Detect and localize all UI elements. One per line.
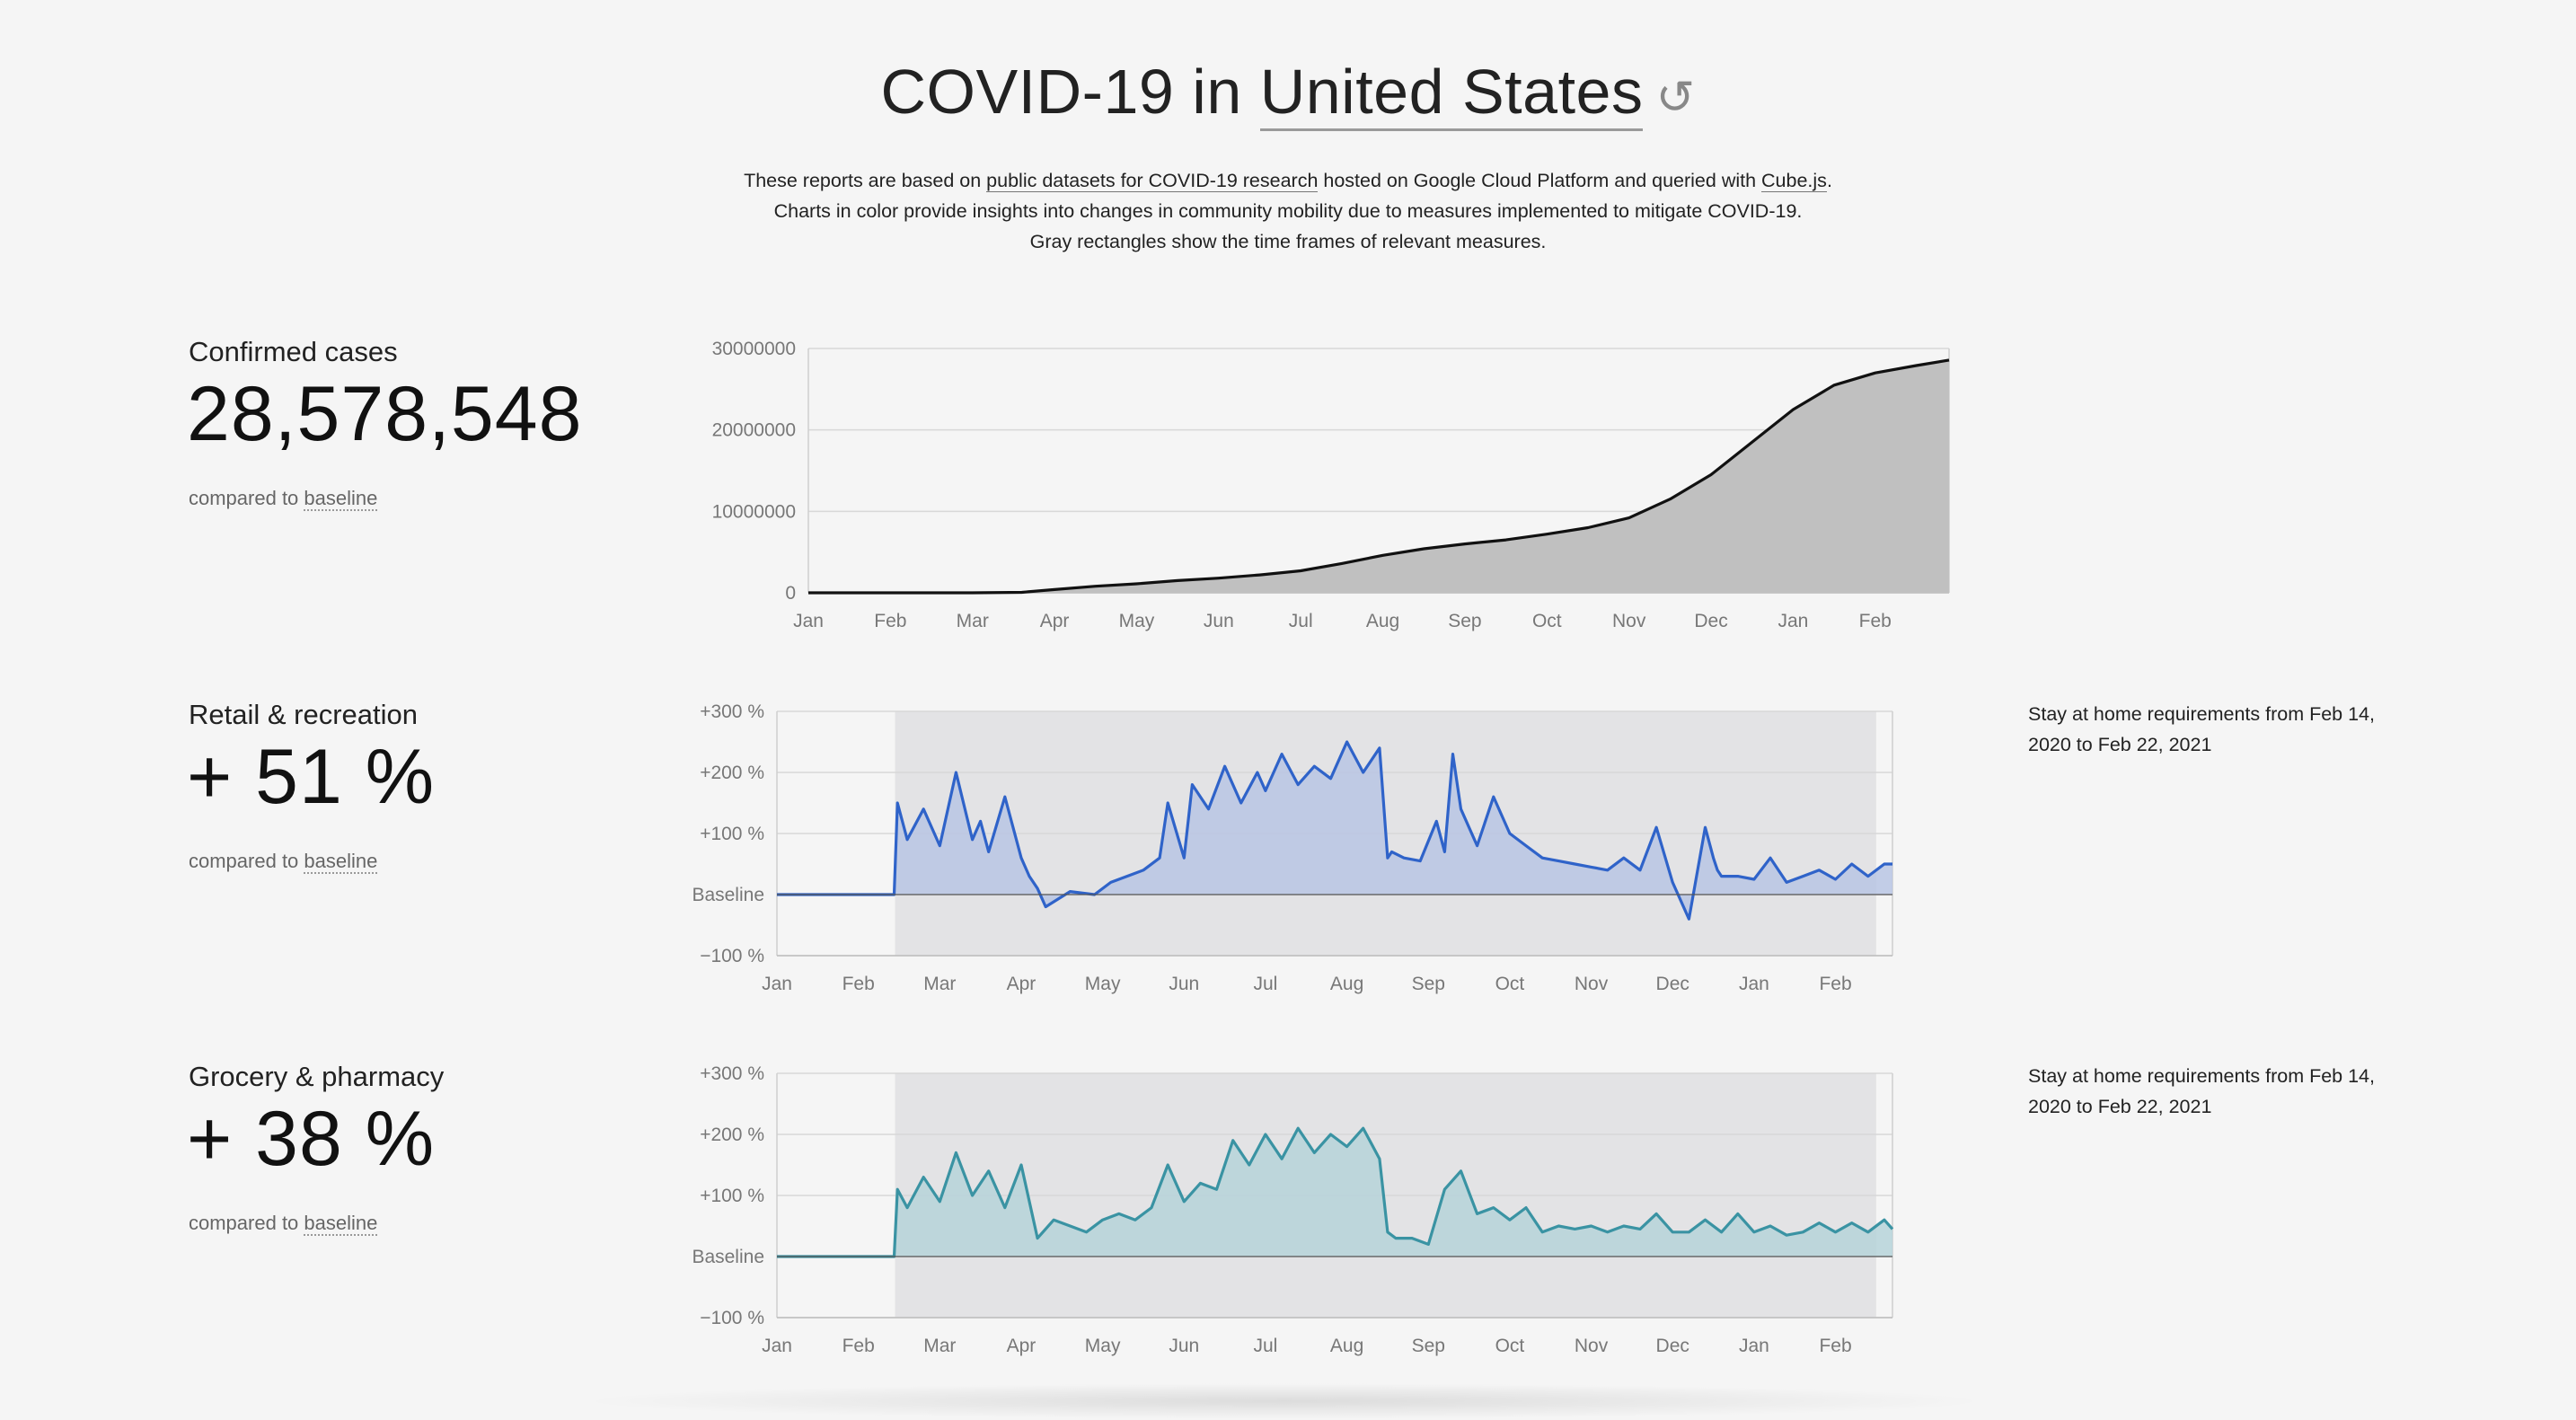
series-area: [777, 742, 1892, 920]
retail-recreation-chart: +300 % +200 % +100 % Baseline −100 % Jan Feb Ma…: [692, 701, 1893, 994]
x-tick-label: Apr: [1007, 1336, 1037, 1356]
x-tick-label: Dec: [1656, 1336, 1689, 1356]
x-tick-label: Dec: [1656, 974, 1689, 994]
x-tick-label: Jan: [793, 611, 824, 631]
x-tick-label: Feb: [842, 974, 875, 994]
grocery-pharmacy-chart: +300 % +200 % +100 % Baseline −100 % Jan Feb Ma…: [692, 1063, 1894, 1356]
intro-line-3: Gray rectangles show the time frames of …: [1029, 231, 1547, 252]
confirmed-cases-chart: 30000000 20000000 10000000 0 Jan Feb Mar Apr May…: [712, 339, 1950, 631]
x-tick-label: Jul: [1289, 611, 1313, 631]
y-tick-label: +300 %: [700, 1063, 764, 1084]
x-tick-label: Jan: [1739, 974, 1769, 994]
x-tick-label: Nov: [1575, 974, 1609, 994]
country-selector[interactable]: United States: [1259, 57, 1644, 131]
grocery-pharmacy-section: Grocery & pharmacy + 38 % compared to ba…: [0, 1061, 2576, 1420]
y-tick-label: 30000000: [712, 339, 796, 359]
metric-note: compared to baseline: [189, 850, 378, 874]
metric-value: + 51 %: [187, 734, 436, 820]
y-tick-label: +200 %: [700, 1125, 764, 1145]
x-tick-label: Oct: [1495, 974, 1525, 994]
series-line: [777, 1126, 1894, 1258]
series-line: [808, 358, 1950, 595]
y-tick-label: Baseline: [692, 1247, 764, 1267]
datasets-link[interactable]: public datasets for COVID-19 research: [986, 170, 1319, 192]
x-tick-label: Feb: [1819, 1336, 1851, 1356]
x-tick-label: Jun: [1169, 1336, 1199, 1356]
metric-label: Retail & recreation: [189, 699, 419, 730]
x-tick-label: Aug: [1330, 974, 1363, 994]
x-tick-label: Oct: [1532, 611, 1562, 631]
x-tick-label: Jul: [1254, 974, 1278, 994]
x-tick-label: Apr: [1007, 974, 1037, 994]
x-tick-label: Mar: [923, 1336, 956, 1356]
retail-recreation-section: Retail & recreation + 51 % compared to b…: [0, 699, 2576, 1058]
x-tick-label: Mar: [957, 611, 989, 631]
x-tick-label: Jun: [1169, 974, 1199, 994]
x-tick-label: Sep: [1412, 974, 1445, 994]
x-tick-label: Feb: [842, 1336, 875, 1356]
y-tick-label: 0: [785, 583, 796, 604]
bottom-shadow: [575, 1383, 1994, 1419]
confirmed-cases-section: Confirmed cases 28,578,548 compared to b…: [0, 336, 2576, 695]
x-tick-label: Jan: [762, 974, 792, 994]
baseline-link[interactable]: baseline: [304, 1212, 378, 1236]
x-tick-label: Dec: [1694, 611, 1727, 631]
x-tick-label: Feb: [1859, 611, 1892, 631]
intro-text-segment: .: [1826, 170, 1832, 191]
x-tick-label: May: [1085, 974, 1121, 994]
x-tick-label: Aug: [1330, 1336, 1363, 1356]
x-tick-label: Nov: [1575, 1336, 1609, 1356]
series-area: [808, 359, 1949, 593]
baseline-link[interactable]: baseline: [304, 487, 378, 511]
measure-note: Stay at home requirements from Feb 14, 2…: [2028, 703, 2375, 755]
x-tick-label: Feb: [874, 611, 906, 631]
metric-note: compared to baseline: [189, 487, 378, 511]
y-tick-label: −100 %: [700, 946, 764, 966]
intro-text-segment: hosted on Google Cloud Platform and quer…: [1318, 170, 1762, 191]
x-tick-label: Mar: [923, 974, 956, 994]
y-tick-label: +300 %: [700, 701, 764, 722]
y-tick-label: +100 %: [700, 824, 764, 844]
cubejs-link[interactable]: Cube.js: [1761, 170, 1827, 192]
x-tick-label: Sep: [1412, 1336, 1445, 1356]
x-tick-label: May: [1119, 611, 1155, 631]
note-prefix: compared to: [189, 487, 304, 509]
x-tick-label: Feb: [1819, 974, 1851, 994]
y-tick-label: Baseline: [692, 885, 764, 905]
series-line: [777, 740, 1892, 921]
reset-icon[interactable]: ↺: [1655, 72, 1696, 124]
metric-label: Grocery & pharmacy: [189, 1061, 445, 1092]
y-tick-label: +100 %: [700, 1186, 764, 1206]
metric-value: 28,578,548: [187, 371, 583, 457]
metric-value: + 38 %: [187, 1096, 436, 1182]
x-tick-label: Sep: [1448, 611, 1481, 631]
x-tick-label: Nov: [1612, 611, 1646, 631]
y-tick-label: 10000000: [712, 501, 796, 522]
measure-note: Stay at home requirements from Feb 14, 2…: [2028, 1065, 2375, 1117]
intro-text-segment: These reports are based on: [744, 170, 987, 191]
series-area: [777, 1128, 1892, 1257]
x-tick-label: Jan: [762, 1336, 792, 1356]
x-tick-label: Aug: [1366, 611, 1399, 631]
y-tick-label: −100 %: [700, 1308, 764, 1328]
x-tick-label: Jun: [1204, 611, 1234, 631]
x-tick-label: Jan: [1778, 611, 1808, 631]
metric-label: Confirmed cases: [189, 336, 398, 367]
intro-line-2: Charts in color provide insights into ch…: [773, 200, 1803, 222]
intro-line-1: These reports are based on public datase…: [0, 165, 2576, 196]
y-tick-label: 20000000: [712, 420, 796, 441]
metric-note: compared to baseline: [189, 1212, 378, 1236]
x-tick-label: May: [1085, 1336, 1121, 1356]
x-tick-label: Jan: [1739, 1336, 1769, 1356]
note-prefix: compared to: [189, 1212, 304, 1234]
title-prefix: COVID-19 in: [880, 57, 1242, 127]
intro-text: These reports are based on public datase…: [0, 165, 2576, 257]
x-tick-label: Oct: [1495, 1336, 1525, 1356]
baseline-link[interactable]: baseline: [304, 850, 378, 874]
x-tick-label: Jul: [1254, 1336, 1278, 1356]
y-tick-label: +200 %: [700, 763, 764, 783]
page-title: COVID-19 in United States ↺: [0, 56, 2576, 131]
x-tick-label: Apr: [1040, 611, 1070, 631]
note-prefix: compared to: [189, 850, 304, 872]
